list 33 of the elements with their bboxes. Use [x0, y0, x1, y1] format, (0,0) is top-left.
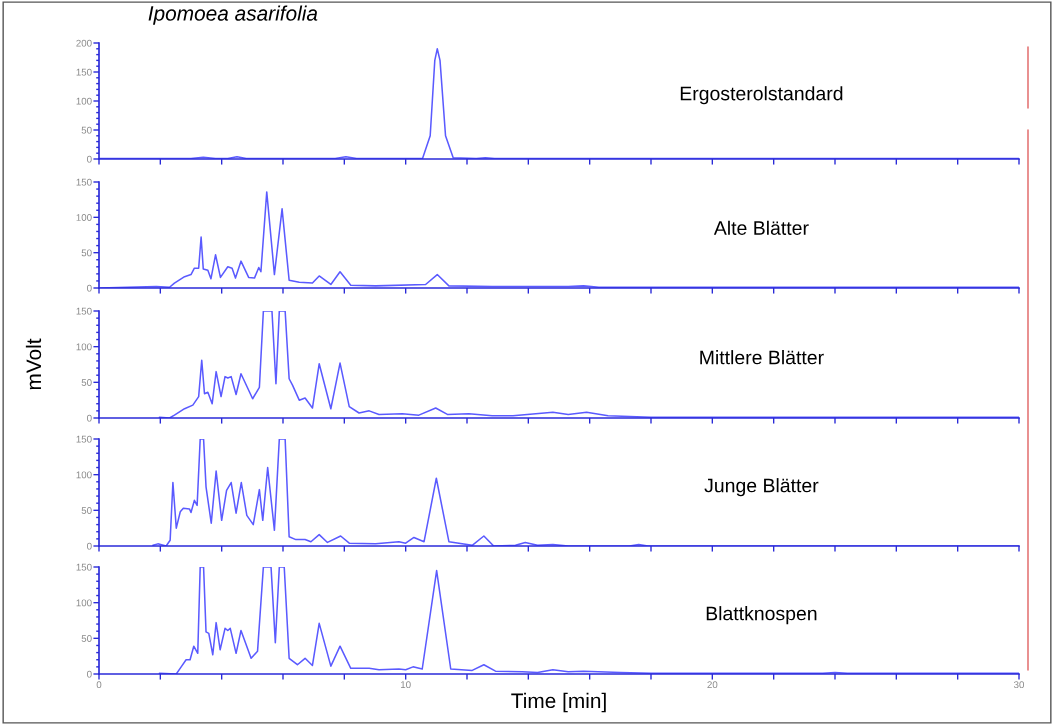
text: Ergosterolstandard [680, 86, 843, 105]
text: Blattknospen [706, 606, 817, 625]
y-tick-label: 150 [76, 435, 92, 443]
y-tick-label: 50 [81, 635, 92, 642]
y-tick-label: 150 [76, 68, 92, 76]
y-tick-label: 100 [76, 97, 92, 105]
y-axis-title: mVolt [25, 338, 42, 390]
x-axis-title: Time [min] [511, 692, 606, 713]
y-tick-label: 0 [87, 670, 92, 678]
y-tick-label: 100 [76, 343, 92, 351]
y-tick-label: 0 [87, 284, 92, 292]
x-tick-label: 30 [1013, 681, 1025, 689]
x-tick-label: 10 [401, 681, 411, 689]
x-tick-label: 20 [707, 681, 718, 689]
y-tick-label: 0 [87, 155, 92, 163]
text: Mittlere Blätter [700, 350, 824, 365]
y-tick-label: 50 [81, 379, 92, 386]
y-tick-label: 150 [76, 178, 92, 186]
y-tick-label: 50 [81, 507, 92, 514]
y-tick-label: 0 [87, 542, 92, 550]
y-tick-label: 100 [76, 214, 92, 221]
y-tick-label: 100 [76, 599, 92, 607]
y-tick-label: 50 [81, 126, 92, 134]
x-tick-label: 0 [96, 681, 102, 689]
y-tick-label: 0 [87, 414, 92, 422]
y-tick-label: 100 [76, 471, 92, 479]
text: Alte Blätter [713, 220, 809, 235]
y-tick-label: 150 [76, 307, 92, 315]
text: Junge Blätter [704, 478, 819, 497]
chart-title: Ipomoea asarifolia [148, 5, 318, 25]
y-tick-label: 200 [76, 39, 92, 47]
y-tick-label: 50 [81, 249, 92, 257]
y-tick-label: 150 [76, 563, 92, 571]
